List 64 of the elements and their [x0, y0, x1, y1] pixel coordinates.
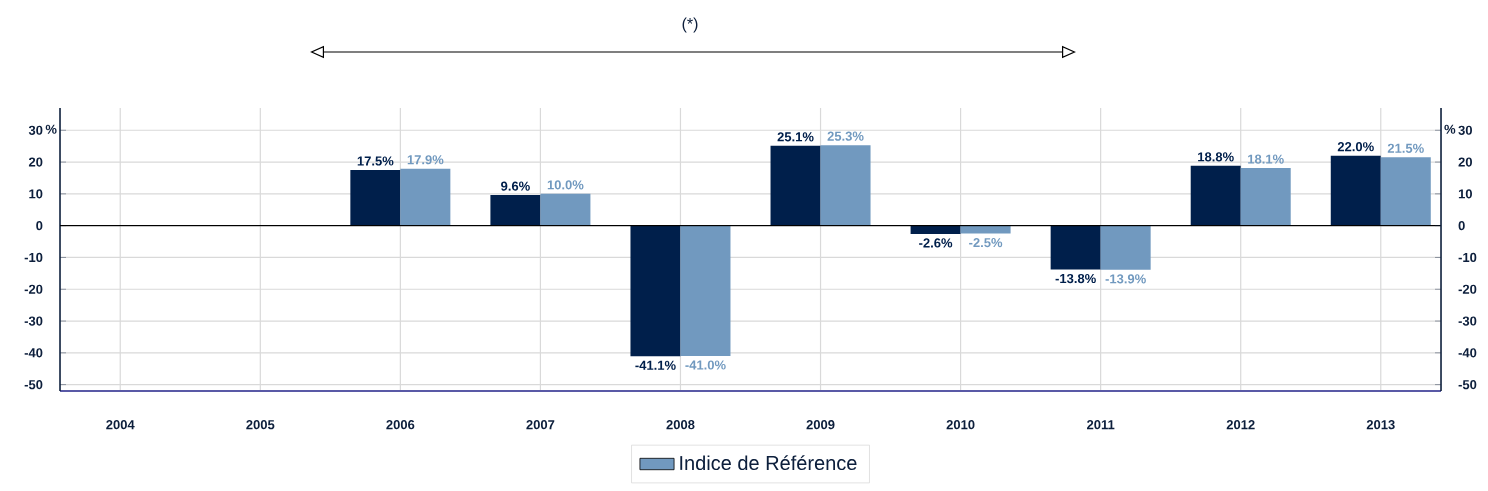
data-label: -13.9%: [1105, 274, 1146, 284]
bar: [960, 225, 1011, 234]
x-tick-label: 2012: [1226, 420, 1255, 430]
data-label: 18.8%: [1198, 152, 1234, 162]
x-tick-label: 2008: [666, 420, 695, 430]
y2-tick-label: -30: [1458, 316, 1477, 326]
bar: [1050, 225, 1101, 270]
y2-tick-label: 30: [1458, 125, 1472, 135]
y-tick-label: 10: [29, 189, 43, 199]
bar: [680, 225, 731, 357]
bar: [1380, 157, 1431, 226]
data-label: 17.5%: [357, 156, 394, 166]
y-tick-label: -10: [24, 252, 43, 263]
data-label: -13.8%: [1055, 273, 1096, 284]
bar: [820, 145, 871, 226]
data-label: 21.5%: [1387, 143, 1424, 153]
data-label: 18.1%: [1248, 154, 1284, 164]
data-label: -2.6%: [919, 238, 953, 248]
data-label: 25.3%: [827, 131, 864, 141]
data-label: 22.0%: [1337, 142, 1374, 152]
bar: [1190, 165, 1241, 226]
y2-axis-title: %: [1444, 124, 1456, 134]
legend-label: Indice de Référence: [680, 455, 857, 471]
bar: [1330, 155, 1381, 226]
bar: [630, 225, 681, 357]
y-tick-label: -40: [24, 348, 43, 358]
y-tick-label: -50: [24, 380, 43, 390]
data-label: -2.5%: [969, 238, 1003, 248]
data-label: 9.6%: [501, 181, 530, 191]
data-label: 10.0%: [547, 180, 584, 190]
data-label: -41.1%: [635, 360, 676, 370]
x-tick-label: 2013: [1366, 420, 1395, 430]
x-tick-label: 2010: [946, 420, 975, 430]
x-tick-label: 2011: [1086, 420, 1115, 430]
bar: [1100, 225, 1151, 270]
data-label: 25.1%: [777, 132, 814, 142]
y2-tick-label: 0: [1458, 221, 1465, 231]
bar: [490, 195, 541, 226]
y2-tick-label: -50: [1458, 380, 1477, 390]
x-tick-label: 2007: [526, 420, 555, 430]
x-tick-label: 2004: [106, 420, 135, 430]
y2-tick-label: 20: [1458, 157, 1472, 167]
y-tick-label: 20: [28, 157, 43, 167]
y-tick-label: -30: [24, 316, 43, 326]
bar: [1240, 168, 1291, 226]
y-tick-label: 30: [28, 125, 43, 135]
text: (*): [682, 17, 698, 33]
y2-tick-label: -20: [1458, 284, 1477, 294]
bar: [400, 168, 451, 226]
bar: [350, 170, 401, 226]
x-tick-label: 2006: [386, 420, 415, 430]
y-tick-label: 0: [36, 221, 43, 231]
y2-tick-label: -40: [1458, 348, 1477, 358]
bar: [540, 193, 591, 226]
y-axis-title: %: [45, 124, 57, 134]
y2-tick-label: -10: [1458, 252, 1477, 263]
x-tick-label: 2009: [806, 420, 835, 430]
data-label: -41.0%: [685, 360, 726, 370]
y2-tick-label: 10: [1458, 189, 1472, 199]
y-tick-label: -20: [24, 284, 43, 294]
data-label: 17.9%: [407, 155, 444, 165]
bar: [910, 225, 961, 234]
bar: [770, 145, 821, 226]
x-tick-label: 2005: [246, 420, 275, 430]
